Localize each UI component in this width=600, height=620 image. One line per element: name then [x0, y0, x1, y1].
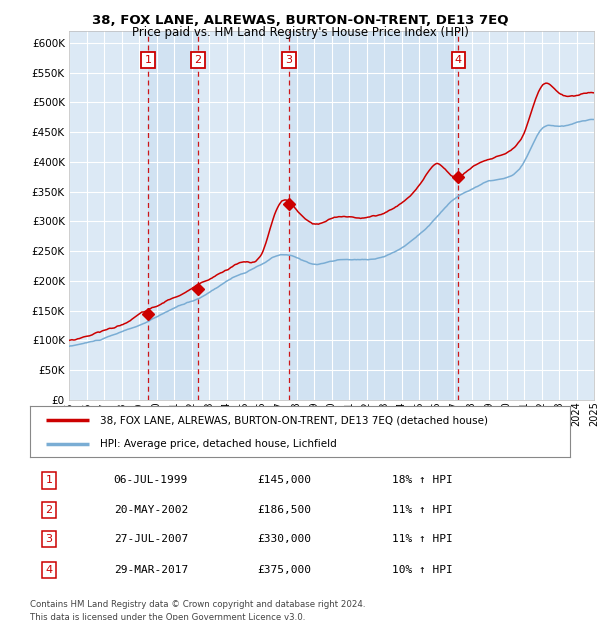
- Text: This data is licensed under the Open Government Licence v3.0.: This data is licensed under the Open Gov…: [30, 613, 305, 620]
- Text: 3: 3: [46, 534, 52, 544]
- Text: HPI: Average price, detached house, Lichfield: HPI: Average price, detached house, Lich…: [100, 439, 337, 450]
- Text: 18% ↑ HPI: 18% ↑ HPI: [392, 476, 452, 485]
- Bar: [289, 31, 458, 400]
- Text: 29-MAR-2017: 29-MAR-2017: [114, 565, 188, 575]
- Text: £330,000: £330,000: [257, 534, 311, 544]
- Text: 10% ↑ HPI: 10% ↑ HPI: [392, 565, 452, 575]
- Text: 20-MAY-2002: 20-MAY-2002: [114, 505, 188, 515]
- Text: Price paid vs. HM Land Registry's House Price Index (HPI): Price paid vs. HM Land Registry's House …: [131, 26, 469, 39]
- Text: 11% ↑ HPI: 11% ↑ HPI: [392, 534, 452, 544]
- Text: 06-JUL-1999: 06-JUL-1999: [114, 476, 188, 485]
- Text: 3: 3: [286, 55, 292, 64]
- Text: 38, FOX LANE, ALREWAS, BURTON-ON-TRENT, DE13 7EQ (detached house): 38, FOX LANE, ALREWAS, BURTON-ON-TRENT, …: [100, 415, 488, 425]
- Text: Contains HM Land Registry data © Crown copyright and database right 2024.: Contains HM Land Registry data © Crown c…: [30, 600, 365, 609]
- Text: 4: 4: [46, 565, 52, 575]
- Bar: [148, 31, 198, 400]
- Text: 1: 1: [46, 476, 52, 485]
- Text: £186,500: £186,500: [257, 505, 311, 515]
- Text: 27-JUL-2007: 27-JUL-2007: [114, 534, 188, 544]
- Text: 11% ↑ HPI: 11% ↑ HPI: [392, 505, 452, 515]
- Text: £375,000: £375,000: [257, 565, 311, 575]
- Text: 38, FOX LANE, ALREWAS, BURTON-ON-TRENT, DE13 7EQ: 38, FOX LANE, ALREWAS, BURTON-ON-TRENT, …: [92, 14, 508, 27]
- Text: 2: 2: [46, 505, 52, 515]
- Text: 2: 2: [194, 55, 202, 64]
- Text: £145,000: £145,000: [257, 476, 311, 485]
- Text: 4: 4: [455, 55, 462, 64]
- Text: 1: 1: [145, 55, 151, 64]
